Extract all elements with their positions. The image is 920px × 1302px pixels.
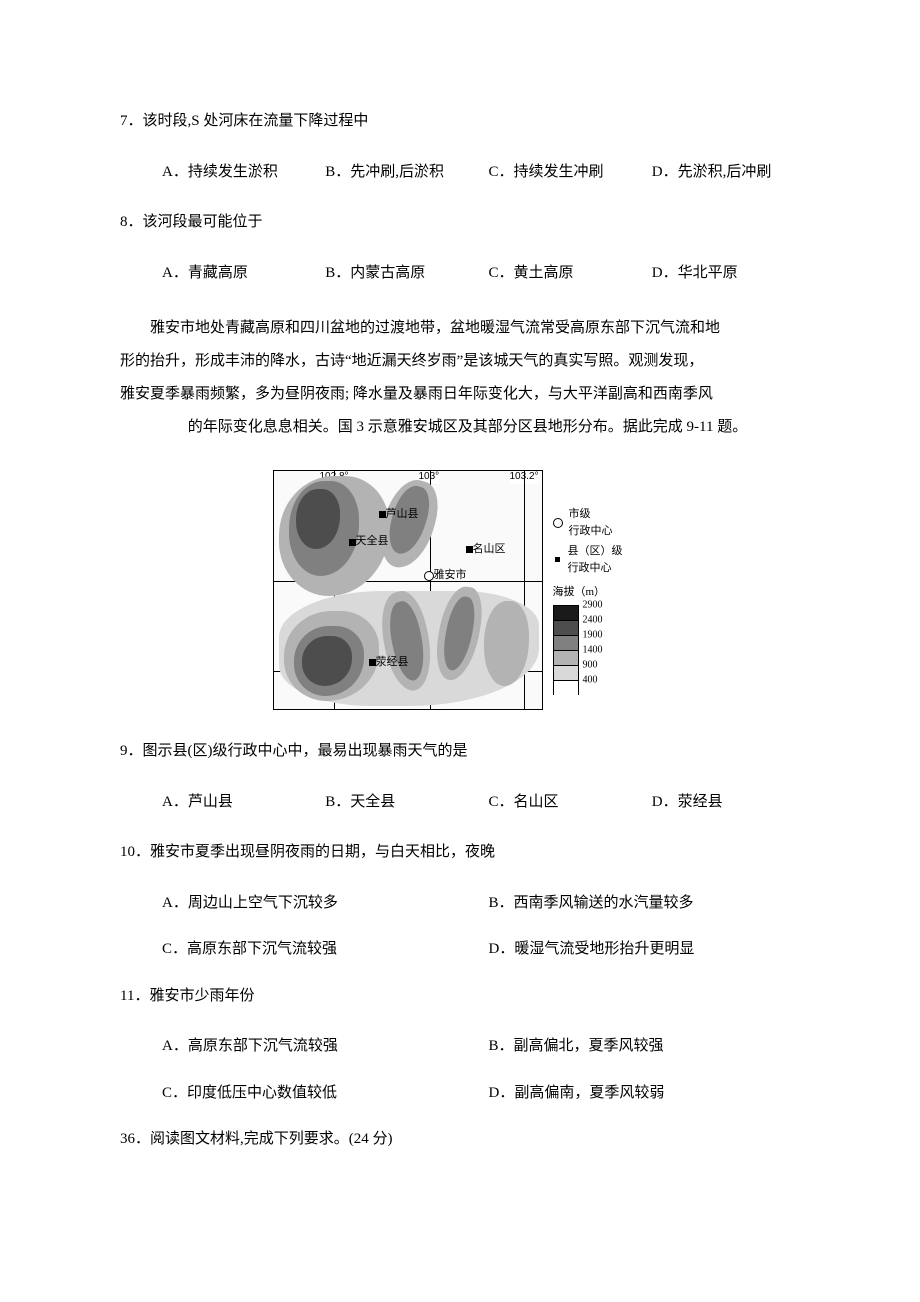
q11-opt-d: D．副高偏南，夏季风较弱 xyxy=(489,1082,816,1105)
county-marker-icon xyxy=(379,511,386,518)
q8-opt-c: C．黄土高原 xyxy=(489,262,652,285)
q7-options: A．持续发生淤积 B．先冲刷,后淤积 C．持续发生冲刷 D．先淤积,后冲刷 xyxy=(120,161,815,184)
elev-band xyxy=(553,650,579,665)
elev-band xyxy=(553,680,579,695)
passage-line-1: 雅安市地处青藏高原和四川盆地的过渡地带，盆地暖湿气流常受高原东部下沉气流和地 xyxy=(120,312,815,345)
city-marker-icon xyxy=(424,571,434,581)
passage-line-3: 雅安夏季暴雨频繁，多为昼阴夜雨; 降水量及暴雨日年际变化大，与大平洋副高和西南季… xyxy=(120,378,815,411)
legend-elev-title: 海拔（m） xyxy=(553,584,663,601)
q8-opt-a: A．青藏高原 xyxy=(162,262,325,285)
q7-stem: 7．该时段,S 处河床在流量下降过程中 xyxy=(120,110,815,133)
county-marker-icon xyxy=(349,539,356,546)
q9-stem: 9．图示县(区)级行政中心中，最易出现暴雨天气的是 xyxy=(120,740,815,763)
yingjing-label: 荥经县 xyxy=(376,654,409,671)
lushan-label: 芦山县 xyxy=(386,506,419,523)
q9-opt-b: B．天全县 xyxy=(325,791,488,814)
county-marker-icon xyxy=(369,659,376,666)
q10-options: A．周边山上空气下沉较多 B．西南季风输送的水汽量较多 C．高原东部下沉气流较强… xyxy=(120,892,815,961)
elev-tick: 1900 xyxy=(583,627,603,642)
q11-opt-c: C．印度低压中心数值较低 xyxy=(162,1082,489,1105)
q9-opt-a: A．芦山县 xyxy=(162,791,325,814)
passage-line-4: 的年际变化息息相关。国 3 示意雅安城区及其部分区县地形分布。据此完成 9-11… xyxy=(120,411,815,444)
q11-opt-b: B．副高偏北，夏季风较强 xyxy=(489,1035,816,1058)
q10-stem: 10．雅安市夏季出现昼阴夜雨的日期，与白天相比，夜晚 xyxy=(120,841,815,864)
passage-line-2: 形的抬升，形成丰沛的降水，古诗“地近漏天终岁雨”是该城天气的真实写照。观测发现， xyxy=(120,345,815,378)
q7-opt-c: C．持续发生冲刷 xyxy=(489,161,652,184)
elev-tick: 2400 xyxy=(583,612,603,627)
q9-options: A．芦山县 B．天全县 C．名山区 D．荥经县 xyxy=(120,791,815,814)
q11-stem: 11．雅安市少雨年份 xyxy=(120,985,815,1008)
figure-wrap: 30.2° 102.8° 103° 103.2° 30° 29.8° xyxy=(120,470,815,710)
q10-opt-d: D．暖湿气流受地形抬升更明显 xyxy=(489,938,816,961)
legend-city-text: 市级 行政中心 xyxy=(569,506,613,539)
q8-opt-d: D．华北平原 xyxy=(652,262,815,285)
map-box: 30.2° 102.8° 103° 103.2° 30° 29.8° xyxy=(273,470,543,710)
q9-opt-d: D．荥经县 xyxy=(652,791,815,814)
q10-opt-a: A．周边山上空气下沉较多 xyxy=(162,892,489,915)
map-legend: 市级 行政中心 县（区）级 行政中心 海拔（m） 2900 2400 1900 xyxy=(553,506,663,695)
elevation-scale: 2900 2400 1900 1400 900 400 xyxy=(553,605,579,695)
elev-band xyxy=(553,635,579,650)
q8-stem: 8．该河段最可能位于 xyxy=(120,211,815,234)
mingshan-label: 名山区 xyxy=(473,541,506,558)
passage-block: 雅安市地处青藏高原和四川盆地的过渡地带，盆地暖湿气流常受高原东部下沉气流和地 形… xyxy=(120,312,815,444)
elev-tick: 400 xyxy=(583,672,598,687)
legend-county-text: 县（区）级 行政中心 xyxy=(568,543,623,576)
yaan-label: 雅安市 xyxy=(434,567,467,584)
q36-stem: 36．阅读图文材料,完成下列要求。(24 分) xyxy=(120,1128,815,1151)
q7-opt-b: B．先冲刷,后淤积 xyxy=(325,161,488,184)
q11-opt-a: A．高原东部下沉气流较强 xyxy=(162,1035,489,1058)
elev-tick: 1400 xyxy=(583,642,603,657)
legend-city-row: 市级 行政中心 xyxy=(553,506,663,539)
q11-options: A．高原东部下沉气流较强 B．副高偏北，夏季风较强 C．印度低压中心数值较低 D… xyxy=(120,1035,815,1104)
county-symbol-icon xyxy=(555,557,560,562)
q8-opt-b: B．内蒙古高原 xyxy=(325,262,488,285)
terrain-map-figure: 30.2° 102.8° 103° 103.2° 30° 29.8° xyxy=(273,470,663,710)
legend-county-row: 县（区）级 行政中心 xyxy=(553,543,663,576)
q10-opt-b: B．西南季风输送的水汽量较多 xyxy=(489,892,816,915)
elev-tick: 2900 xyxy=(583,597,603,612)
elev-band xyxy=(553,605,579,620)
q9-opt-c: C．名山区 xyxy=(489,791,652,814)
city-symbol-icon xyxy=(553,518,563,528)
elev-tick: 900 xyxy=(583,657,598,672)
q8-options: A．青藏高原 B．内蒙古高原 C．黄土高原 D．华北平原 xyxy=(120,262,815,285)
exam-page: 7．该时段,S 处河床在流量下降过程中 A．持续发生淤积 B．先冲刷,后淤积 C… xyxy=(0,0,920,1302)
q7-opt-d: D．先淤积,后冲刷 xyxy=(652,161,815,184)
county-marker-icon xyxy=(466,546,473,553)
q10-opt-c: C．高原东部下沉气流较强 xyxy=(162,938,489,961)
tianquan-label: 天全县 xyxy=(356,533,389,550)
elev-band xyxy=(553,620,579,635)
elev-band xyxy=(553,665,579,680)
q7-opt-a: A．持续发生淤积 xyxy=(162,161,325,184)
